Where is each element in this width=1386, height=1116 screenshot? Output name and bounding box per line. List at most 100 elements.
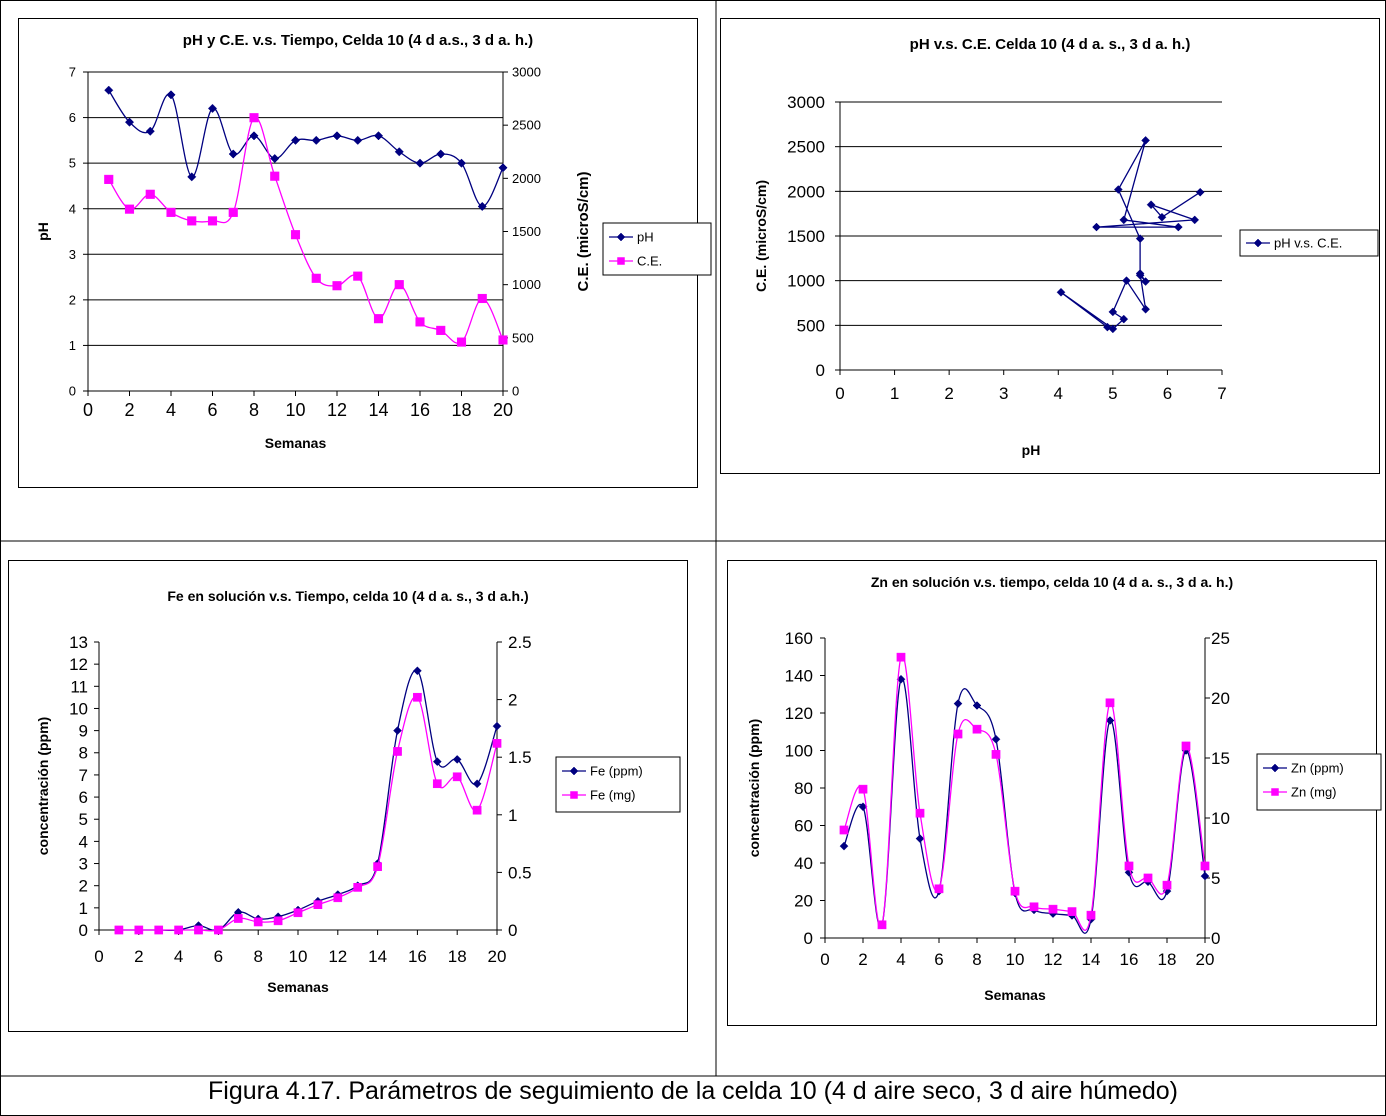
square-marker [311,273,321,283]
y2-tick-label: 1 [508,806,517,825]
chart-zn-vs-time-svg: Zn en solución v.s. tiempo, celda 10 (4 … [727,560,1382,1026]
square-marker [145,189,155,199]
diamond-marker [1195,187,1205,197]
y-tick-label: 5 [79,810,88,829]
square-marker [373,314,384,324]
diamond-marker [1141,304,1150,314]
square-marker [228,207,238,217]
diamond-marker [413,666,422,676]
diamond-marker [1113,185,1123,194]
square-marker [249,113,259,123]
square-marker [313,900,323,910]
x-tick-label: 20 [493,400,513,420]
square-marker [839,825,849,835]
square-marker [452,772,462,782]
y-tick-label: 7 [69,65,76,80]
y-tick-label: 4 [69,201,76,216]
legend-label: C.E. [637,254,662,269]
diamond-marker [1135,269,1145,278]
square-marker [393,747,402,756]
square-marker [290,230,301,240]
x-tick-label: 0 [820,950,829,969]
x-tick-label: 6 [214,947,223,966]
diamond-marker [1200,871,1210,881]
square-marker [915,808,925,818]
square-marker [1029,902,1039,912]
x-tick-label: 6 [934,950,943,969]
y-tick-label: 6 [79,788,88,807]
chart-fe-vs-time: Fe en solución v.s. Tiempo, celda 10 (4 … [8,560,688,1032]
y2-tick-label: 20 [1211,689,1230,708]
legend-label: Zn (mg) [1291,785,1337,800]
diamond-marker [953,699,963,708]
square-marker [1010,886,1020,896]
diamond-marker [1157,212,1167,222]
diamond-marker [991,734,1001,744]
square-marker [934,884,944,894]
diamond-marker [477,201,487,211]
diamond-marker [332,131,342,141]
diamond-marker [1103,322,1112,332]
y-axis-label: C.E. (microS/cm) [753,180,769,292]
x-tick-label: 2 [134,947,143,966]
y2-tick-label: 500 [512,330,534,345]
square-marker [214,925,223,935]
diamond-marker [311,135,321,145]
y-tick-label: 80 [794,779,813,798]
y-tick-label: 11 [70,677,88,696]
square-marker [194,925,203,935]
y-tick-label: 3000 [787,93,825,112]
y-tick-label: 1500 [787,227,825,246]
diamond-marker [124,117,135,127]
square-marker [1048,904,1058,914]
chart-ph-ce-vs-time: pH y C.E. v.s. Tiempo, Celda 10 (4 d a.s… [18,18,712,488]
y-tick-label: 12 [69,655,88,674]
square-marker [498,335,508,345]
y-tick-label: 2 [69,292,76,307]
x-axis-label: pH [1022,442,1041,458]
series-zn-mg- [839,652,1210,931]
diamond-marker [452,755,462,764]
square-marker [413,692,422,702]
y-axis-label: concentración (ppm) [746,719,762,857]
diamond-marker [270,154,280,164]
x-tick-label: 3 [999,384,1008,403]
legend: Fe (ppm) Fe (mg) [555,756,681,813]
chart-area-border [18,18,698,488]
y-tick-label: 40 [794,854,813,873]
x-tick-label: 20 [1196,950,1215,969]
y-tick-label: 500 [797,316,825,335]
x-tick-label: 4 [1054,384,1063,403]
y-tick-label: 2000 [787,182,825,201]
square-marker [1181,741,1191,751]
legend-label: Zn (ppm) [1291,761,1344,776]
x-tick-label: 20 [488,947,507,966]
y2-tick-label: 25 [1211,629,1230,648]
y-tick-label: 5 [69,156,76,171]
series-ph-v-s-c-e- [1056,136,1205,334]
square-marker [233,914,243,923]
figure-caption: Figura 4.17. Parámetros de seguimiento d… [208,1077,1178,1105]
square-marker [492,739,502,748]
chart-title: Fe en solución v.s. Tiempo, celda 10 (4 … [167,588,528,604]
y2-tick-label: 3000 [512,65,541,80]
square-marker [114,925,124,935]
y-tick-label: 0 [816,361,825,380]
square-marker [187,216,197,226]
diamond-marker [1119,314,1129,324]
diamond-marker [207,103,218,114]
diamond-marker [1141,277,1150,286]
y-tick-label: 9 [79,722,88,741]
square-marker [124,204,135,214]
x-tick-label: 12 [327,400,347,420]
y-tick-label: 160 [785,629,813,648]
y2-tick-label: 10 [1211,809,1230,828]
x-tick-label: 1 [890,384,899,403]
diamond-marker [915,834,925,843]
square-marker [415,317,425,327]
square-marker [104,174,114,184]
x-tick-label: 4 [896,950,905,969]
legend-box [602,222,712,276]
chart-fe-vs-time-svg: Fe en solución v.s. Tiempo, celda 10 (4 … [8,560,688,1032]
square-marker [270,171,280,181]
